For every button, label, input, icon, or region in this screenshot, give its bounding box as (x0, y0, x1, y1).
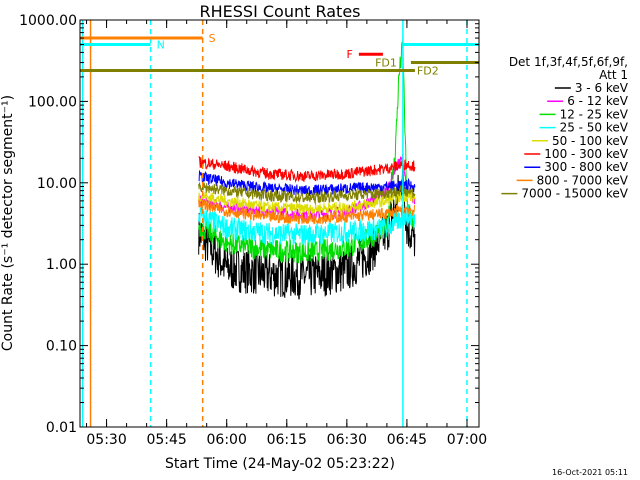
flag-label: N (157, 39, 165, 52)
y-tick-label: 0.10 (46, 339, 77, 355)
plot-frame (79, 19, 480, 428)
y-tick-label: 1000.00 (19, 13, 77, 29)
series-layer (198, 37, 416, 300)
y-tick-label: 100.00 (28, 94, 77, 110)
series-line (198, 199, 416, 225)
flag-label: FD1 (375, 56, 397, 69)
y-axis-label: Count Rate (s⁻¹ detector segment⁻¹) (0, 95, 16, 351)
y-tick-label: 10.00 (37, 176, 77, 192)
x-axis-label: Start Time (24-May-02 05:23:22) (165, 456, 395, 472)
legend-entry-label: 3 - 6 keV (575, 81, 629, 95)
chart-title: RHESSI Count Rates (200, 2, 361, 21)
flag-label: FD2 (417, 64, 439, 77)
y-tick-label: 0.01 (46, 420, 77, 436)
legend-entry-label: 300 - 800 keV (544, 160, 628, 174)
flag-label: F (347, 48, 353, 61)
y-tick-label: 1.00 (46, 257, 77, 273)
legend-entry-label: 25 - 50 keV (560, 121, 629, 135)
x-tick-label: 06:00 (207, 432, 247, 448)
axis-layer: 05:30 05:45 06:00 06:15 06:30 06:45 07:00 0.01 0… (19, 13, 487, 448)
legend-header-line-2: Att 1 (599, 68, 628, 82)
legend-entry-label: 100 - 300 keV (544, 147, 628, 161)
flag-layer: S N F FD1 FD2 (80, 20, 479, 427)
legend-entry-label: 6 - 12 keV (567, 94, 629, 108)
series-line (198, 181, 416, 205)
footer-timestamp: 16-Oct-2021 05:11 (552, 468, 628, 477)
x-tick-label: 07:00 (447, 432, 487, 448)
legend: Det 1f,3f,4f,5f,6f,9f, Att 1 3 - 6 keV6 … (501, 55, 629, 201)
x-tick-label: 06:45 (387, 432, 427, 448)
x-tick-label: 05:45 (146, 432, 186, 448)
flag-label: S (209, 32, 216, 45)
legend-entry-label: 800 - 7000 keV (537, 173, 629, 187)
x-tick-label: 06:30 (327, 432, 367, 448)
legend-entry-label: 12 - 25 keV (560, 107, 629, 121)
x-tick-label: 06:15 (267, 432, 307, 448)
x-tick-label: 05:30 (86, 432, 126, 448)
series-line (198, 204, 416, 246)
series-line (198, 159, 416, 300)
legend-entry-label: 7000 - 15000 keV (521, 187, 628, 201)
legend-entry-label: 50 - 100 keV (552, 134, 629, 148)
legend-header-line-1: Det 1f,3f,4f,5f,6f,9f, (509, 55, 628, 69)
series-line (198, 156, 416, 184)
